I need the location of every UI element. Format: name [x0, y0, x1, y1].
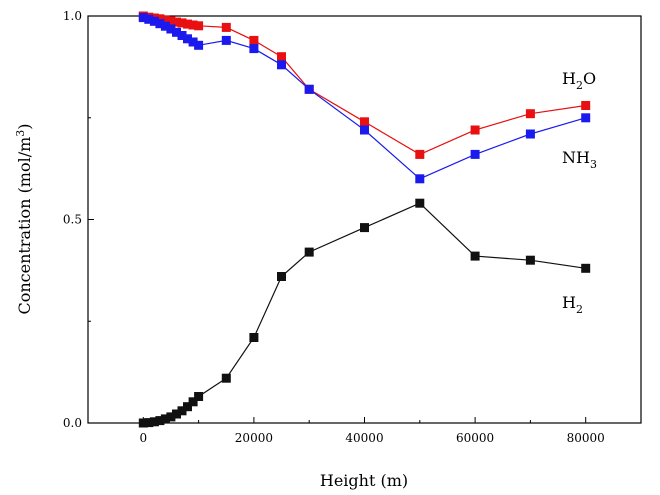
data-point-h2 [249, 333, 259, 342]
data-point-h2o [194, 21, 204, 31]
x-tick-label: 40000 [345, 431, 383, 445]
series-nh3 [138, 13, 591, 184]
data-point-h2 [144, 418, 154, 428]
data-point-h2o [221, 22, 231, 32]
data-point-h2 [360, 223, 369, 233]
data-point-h2 [194, 392, 204, 401]
data-point-h2o [160, 15, 170, 25]
data-point-nh3 [144, 14, 154, 24]
data-point-h2o [172, 17, 181, 27]
x-axis-ticks: 0 20000 40000 60000 80000 [87, 417, 642, 445]
data-point-nh3 [415, 174, 425, 184]
data-point-h2o [277, 52, 286, 62]
data-point-nh3 [155, 19, 165, 29]
series-line-nh3 [143, 17, 586, 180]
y-tick-label: 1.0 [63, 9, 82, 23]
data-point-nh3 [177, 31, 187, 40]
data-point-nh3 [360, 125, 369, 135]
plot-frame [87, 15, 642, 424]
x-tick-label: 20000 [235, 431, 273, 445]
data-point-h2 [415, 198, 425, 208]
data-point-h2o [415, 149, 425, 159]
data-point-h2o [155, 14, 165, 24]
data-point-h2 [188, 397, 198, 407]
data-point-nh3 [194, 40, 204, 50]
data-point-h2o [166, 16, 176, 26]
data-point-h2 [155, 416, 165, 426]
data-point-h2 [277, 272, 286, 281]
data-point-nh3 [188, 37, 198, 47]
data-point-h2o [470, 125, 480, 135]
series-line-h2 [143, 202, 586, 424]
data-point-h2o [183, 19, 192, 29]
data-point-nh3 [149, 16, 159, 26]
data-point-h2 [183, 402, 192, 412]
data-point-h2o [177, 18, 187, 28]
x-axis-label: Height (m) [320, 471, 408, 490]
series-h2 [138, 198, 591, 428]
data-point-nh3 [304, 84, 314, 94]
y-axis-ticks: 0.0 0.5 1.0 [63, 9, 94, 430]
y-axis-label: Concentration (mol/m3) [14, 123, 34, 314]
series-label-h2: H2 [562, 293, 583, 316]
series-label-h2o: H2O [562, 69, 596, 92]
data-point-nh3 [249, 44, 259, 54]
data-point-nh3 [470, 149, 480, 159]
data-point-h2o [360, 117, 369, 127]
series-label-nh3: NH3 [562, 148, 597, 171]
data-point-h2 [470, 251, 480, 261]
data-point-nh3 [581, 113, 591, 123]
y-tick-label: 0.5 [63, 213, 82, 227]
x-tick-label: 60000 [456, 431, 494, 445]
data-point-h2o [581, 101, 591, 110]
data-point-h2 [166, 412, 176, 422]
data-point-h2 [177, 406, 187, 416]
data-point-h2 [221, 373, 231, 383]
data-point-nh3 [138, 13, 148, 23]
data-point-nh3 [166, 24, 176, 34]
data-point-nh3 [172, 27, 181, 37]
data-point-nh3 [160, 21, 170, 31]
data-point-h2 [525, 255, 535, 265]
data-point-nh3 [183, 34, 192, 44]
data-point-nh3 [525, 129, 535, 139]
data-point-h2o [249, 35, 259, 45]
data-point-h2 [172, 409, 181, 419]
data-point-nh3 [221, 35, 231, 45]
y-tick-label: 0.0 [63, 416, 82, 430]
data-point-h2o [188, 20, 198, 30]
data-point-nh3 [277, 60, 286, 70]
series-layer [138, 11, 591, 428]
data-point-h2 [581, 263, 591, 273]
x-tick-label: 80000 [567, 431, 605, 445]
data-point-h2 [138, 418, 148, 428]
data-point-h2o [525, 109, 535, 119]
data-point-h2 [149, 417, 159, 427]
data-point-h2 [160, 414, 170, 424]
data-point-h2 [304, 247, 314, 257]
x-tick-label: 0 [139, 431, 147, 445]
